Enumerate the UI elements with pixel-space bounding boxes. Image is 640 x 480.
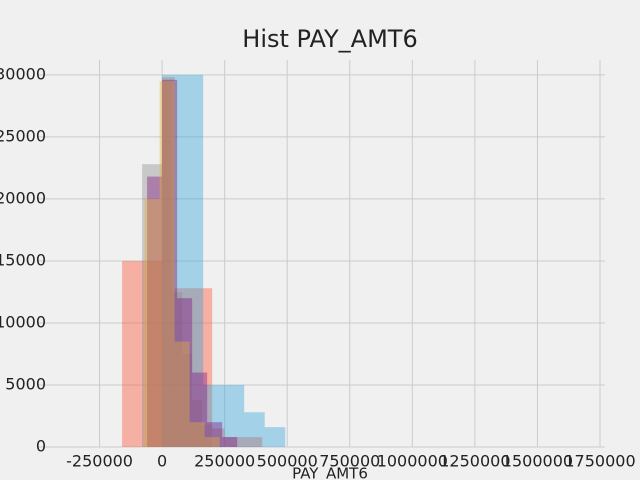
histogram-bar [224, 437, 263, 447]
x-tick-label: 1250000 [439, 452, 510, 471]
histogram-bar [223, 384, 245, 447]
x-tick-label: 500000 [257, 452, 318, 471]
y-tick-label: 5000 [5, 374, 46, 393]
y-tick-label: 25000 [0, 126, 46, 145]
histogram-bar [222, 437, 238, 447]
histogram-bar [174, 341, 190, 447]
y-tick-label: 10000 [0, 312, 46, 331]
histogram-bar [174, 288, 213, 447]
histogram-bar [172, 291, 183, 447]
histogram-bar [203, 384, 224, 447]
x-tick-label: 1750000 [564, 452, 635, 471]
y-tick-label: 15000 [0, 250, 46, 269]
histogram-bar [162, 77, 175, 447]
histogram-bar [207, 422, 223, 447]
histogram-bar [177, 298, 193, 447]
histogram-bar [192, 399, 203, 447]
histogram-bar [162, 74, 183, 447]
x-tick-label: 1500000 [502, 452, 573, 471]
y-tick-label: 20000 [0, 188, 46, 207]
y-tick-label: 30000 [0, 64, 46, 83]
histogram-bar [182, 353, 193, 447]
x-axis-label: PAY_AMT6 [292, 465, 368, 480]
histogram-bar [189, 422, 205, 447]
histogram-bar [182, 74, 204, 447]
y-tick-label: 0 [36, 437, 46, 456]
histogram-bar [159, 81, 175, 447]
histogram-bar [212, 428, 225, 447]
x-tick-label: 1000000 [377, 452, 448, 471]
x-tick-label: 250000 [194, 452, 255, 471]
histogram-bar [142, 164, 163, 447]
x-tick-label: 750000 [319, 452, 380, 471]
histogram-bar [192, 372, 208, 447]
histogram-bar [162, 81, 173, 447]
x-tick-label: 0 [157, 452, 167, 471]
histogram-bar [264, 427, 286, 447]
histogram-bar [144, 198, 160, 447]
histogram-bar [204, 437, 220, 447]
histogram-bar [244, 412, 265, 447]
histogram-bar [122, 260, 163, 447]
histogram-bar [202, 424, 213, 447]
chart-title: Hist PAY_AMT6 [242, 25, 417, 53]
histogram-bar [147, 176, 163, 447]
histogram-bar [162, 79, 178, 447]
x-tick-label: -250000 [66, 452, 133, 471]
